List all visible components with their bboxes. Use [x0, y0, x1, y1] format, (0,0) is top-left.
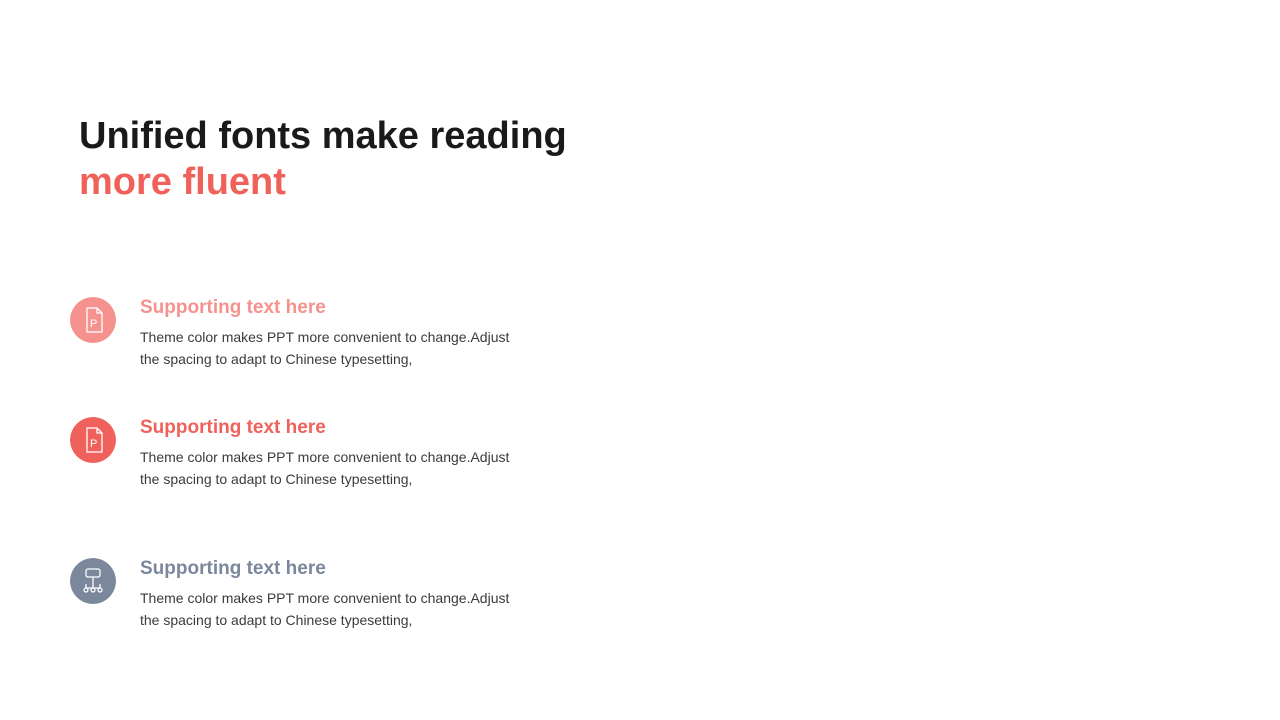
svg-text:P: P	[90, 438, 97, 450]
svg-text:P: P	[90, 318, 97, 330]
